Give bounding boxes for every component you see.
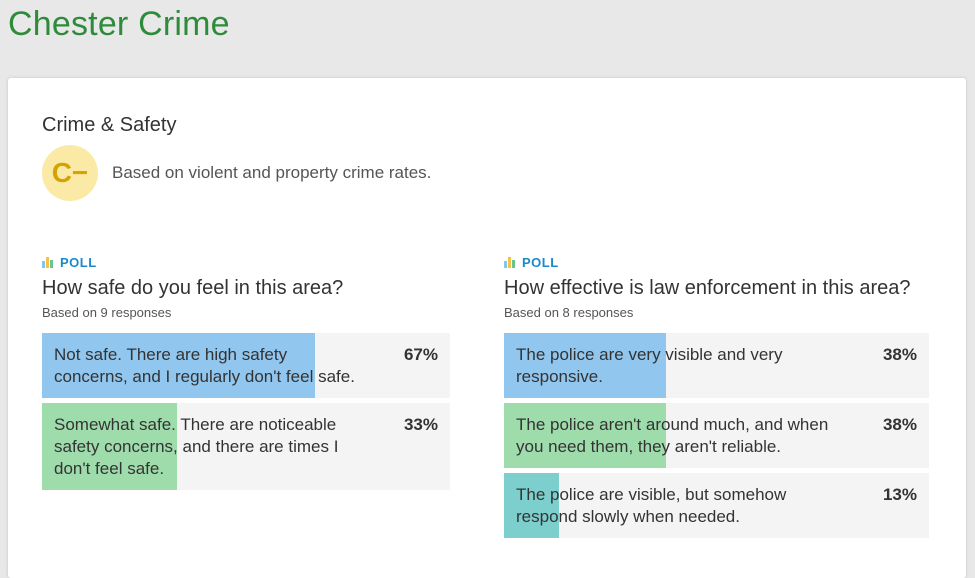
poll-answer-percent: 38% xyxy=(882,415,917,434)
poll-label-text: POLL xyxy=(522,254,559,270)
section-title: Crime & Safety xyxy=(42,114,177,136)
poll-answer: The police are very visible and very res… xyxy=(504,333,929,398)
poll-response-count: Based on 9 responses xyxy=(42,305,172,320)
poll-answer-percent: 33% xyxy=(403,415,438,434)
poll-answer-percent: 67% xyxy=(403,345,438,364)
poll-chart-icon xyxy=(42,256,54,268)
poll-answer-text: Somewhat safe. There are noticeable safe… xyxy=(54,415,339,478)
poll-answer-text: The police aren't around much, and when … xyxy=(516,415,829,456)
poll-question: How safe do you feel in this area? xyxy=(42,277,344,299)
poll-answer-fill xyxy=(504,403,666,468)
poll-answer-fill xyxy=(504,333,666,398)
poll-answers: Not safe. There are high safety concerns… xyxy=(42,333,450,490)
poll-answer: Not safe. There are high safety concerns… xyxy=(42,333,450,398)
poll-answer-text: Not safe. There are high safety concerns… xyxy=(54,345,355,386)
poll-answer-fill xyxy=(42,403,177,490)
poll-law-enforcement: POLL How effective is law enforcement in… xyxy=(504,253,929,543)
poll-question: How effective is law enforcement in this… xyxy=(504,277,911,299)
poll-answer-percent: 13% xyxy=(882,485,917,504)
poll-response-count: Based on 8 responses xyxy=(504,305,634,320)
poll-answer-fill xyxy=(504,473,560,538)
poll-chart-icon xyxy=(504,256,516,268)
poll-safety: POLL How safe do you feel in this area? … xyxy=(42,253,450,495)
poll-answer: The police are visible, but somehow resp… xyxy=(504,473,929,538)
poll-answer-percent: 38% xyxy=(882,345,917,364)
poll-answer-text: The police are very visible and very res… xyxy=(516,345,783,386)
poll-answer: Somewhat safe. There are noticeable safe… xyxy=(42,403,450,490)
page-title: Chester Crime xyxy=(8,5,230,43)
poll-answers: The police are very visible and very res… xyxy=(504,333,929,538)
poll-answer-text: The police are visible, but somehow resp… xyxy=(516,485,787,526)
crime-safety-card: Crime & Safety C− Based on violent and p… xyxy=(8,78,966,578)
poll-label: POLL xyxy=(42,253,450,271)
grade-description: Based on violent and property crime rate… xyxy=(112,163,432,182)
poll-label-text: POLL xyxy=(60,254,97,270)
poll-answer: The police aren't around much, and when … xyxy=(504,403,929,468)
poll-answer-fill xyxy=(42,333,316,398)
grade-badge: C− xyxy=(42,145,98,201)
grade-row: C− Based on violent and property crime r… xyxy=(42,145,431,201)
poll-label: POLL xyxy=(504,253,929,271)
